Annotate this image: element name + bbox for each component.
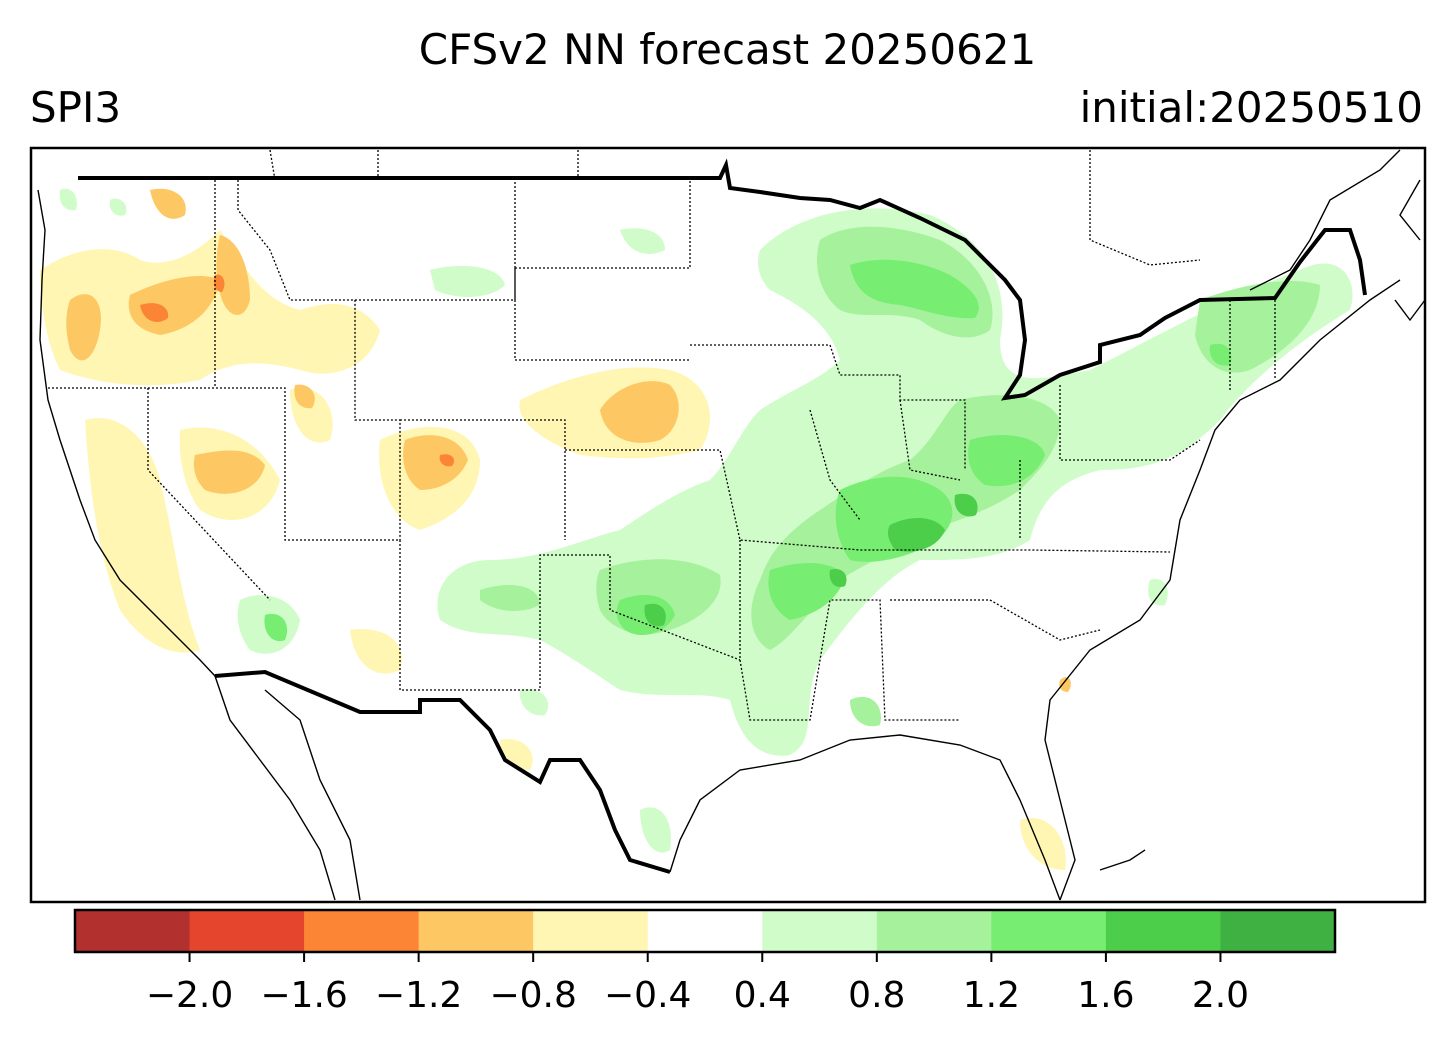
- colorbar-cell: [762, 910, 878, 952]
- map-title: CFSv2 NN forecast 20250621: [418, 25, 1037, 74]
- colorbar-cell: [304, 910, 420, 952]
- colorbar-cell: [991, 910, 1107, 952]
- wet-anomalies: [59, 188, 1353, 853]
- colorbar-tick-label: −1.2: [375, 975, 462, 1016]
- coastlines: [37, 149, 1425, 901]
- map-area: [31, 148, 1425, 902]
- colorbar-frame: [73, 908, 1337, 954]
- colorbar-tick-label: 0.4: [734, 975, 791, 1016]
- map-frame: [29, 146, 1427, 904]
- colorbar-cell: [876, 910, 992, 952]
- colorbar-tick-label: −0.4: [604, 975, 691, 1016]
- colorbar-cell: [75, 910, 191, 952]
- colorbar-tick-label: −1.6: [260, 975, 347, 1016]
- state-borders: [48, 149, 1276, 721]
- colorbar-tick-label: −0.8: [489, 975, 576, 1016]
- colorbar-tick-label: 2.0: [1192, 975, 1249, 1016]
- colorbar-tick-label: 1.2: [963, 975, 1020, 1016]
- colorbar-cell: [533, 910, 649, 952]
- initial-date-label: initial:20250510: [1079, 83, 1423, 132]
- colorbar-cell: [189, 910, 305, 952]
- dry-anomalies: [40, 188, 1071, 870]
- colorbar-cell: [418, 910, 534, 952]
- colorbar-tick-label: −2.0: [146, 975, 233, 1016]
- country-borders: [78, 158, 1367, 874]
- colorbar-cell: [1105, 910, 1221, 952]
- colorbar-tick-label: 1.6: [1077, 975, 1134, 1016]
- colorbar: −2.0 −1.6 −1.2 −0.8 −0.4 0.4 0.8 1.2 1.6 2.0: [73, 908, 1337, 1016]
- variable-label: SPI3: [30, 83, 122, 132]
- colorbar-cell: [647, 910, 763, 952]
- colorbar-tick-label: 0.8: [848, 975, 905, 1016]
- colorbar-cell: [1220, 910, 1336, 952]
